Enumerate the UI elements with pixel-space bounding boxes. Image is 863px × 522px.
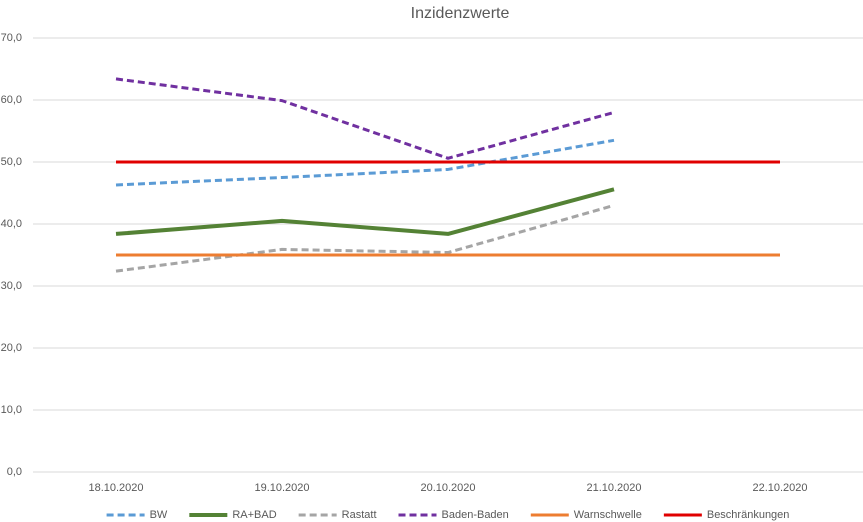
legend-label: Rastatt	[342, 509, 377, 521]
legend: BW RA+BAD Rastatt Baden-Baden Warnschwelle Be…	[106, 509, 790, 521]
legend-label: Beschränkungen	[707, 509, 790, 521]
y-tick-label: 50,0	[1, 156, 22, 168]
x-tick-label: 21.10.2020	[586, 482, 641, 494]
y-tick-label: 0,0	[7, 466, 22, 478]
x-tick-label: 19.10.2020	[254, 482, 309, 494]
y-tick-label: 10,0	[1, 404, 22, 416]
y-tick-label: 40,0	[1, 218, 22, 230]
series-line	[115, 203, 615, 273]
chart-title: Inzidenzwerte	[411, 5, 510, 22]
y-tick-label: 20,0	[1, 342, 22, 354]
legend-label: Warnschwelle	[574, 509, 642, 521]
y-tick-label: 60,0	[1, 94, 22, 106]
x-tick-label: 20.10.2020	[420, 482, 475, 494]
legend-label: Baden-Baden	[442, 509, 509, 521]
legend-label: RA+BAD	[232, 509, 276, 521]
series-line	[115, 77, 615, 160]
y-tick-label: 30,0	[1, 280, 22, 292]
x-tick-label: 18.10.2020	[88, 482, 143, 494]
series-line	[115, 138, 615, 187]
series-line	[115, 187, 615, 236]
x-tick-label: 22.10.2020	[752, 482, 807, 494]
y-tick-label: 70,0	[1, 32, 22, 44]
legend-label: BW	[150, 509, 168, 521]
